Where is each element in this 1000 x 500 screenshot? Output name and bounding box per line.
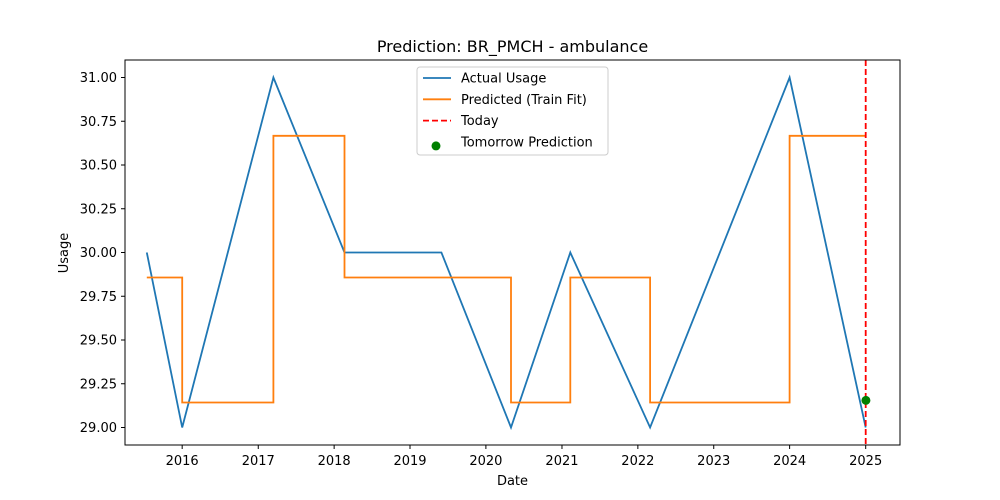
x-tick-label: 2017 (242, 454, 275, 469)
y-axis: 29.00 29.25 29.50 29.75 30.00 30.25 30.50 30.75… (80, 71, 125, 436)
legend-label: Predicted (Train Fit) (461, 93, 587, 108)
chart-title: Prediction: BR_PMCH - ambulance (377, 37, 648, 57)
y-tick-label: 30.75 (80, 115, 117, 130)
predicted-train-fit-line (146, 134, 866, 404)
y-tick-label: 30.25 (80, 202, 117, 217)
x-tick-label: 2019 (393, 454, 426, 469)
legend-marker (431, 141, 441, 151)
y-tick-label: 29.25 (80, 377, 117, 392)
legend-label: Tomorrow Prediction (460, 135, 593, 150)
x-tick-label: 2016 (166, 454, 199, 469)
legend-label: Today (460, 114, 499, 129)
legend-box (416, 66, 609, 156)
x-tick-label: 2022 (621, 454, 654, 469)
legend: Actual Usage Predicted (Train Fit) Today To… (416, 66, 609, 156)
y-tick-label: 30.00 (80, 246, 117, 261)
x-tick-label: 2020 (469, 454, 502, 469)
x-axis-label: Date (497, 474, 528, 489)
y-tick-label: 29.50 (80, 334, 117, 349)
y-tick-label: 29.75 (80, 290, 117, 305)
x-tick-label: 2021 (545, 454, 578, 469)
x-tick-label: 2024 (773, 454, 806, 469)
y-axis-label: Usage (57, 233, 72, 274)
x-tick-label: 2025 (849, 454, 882, 469)
tomorrow-prediction-point (861, 395, 871, 405)
y-tick-label: 29.00 (80, 421, 117, 436)
x-axis: 2016 2017 2018 2019 2020 2021 2022 2023 2024 2025 (166, 445, 882, 469)
y-tick-label: 30.50 (80, 159, 117, 174)
y-tick-label: 31.00 (80, 71, 117, 86)
x-tick-label: 2018 (318, 454, 351, 469)
legend-label: Actual Usage (461, 72, 546, 87)
x-tick-label: 2023 (697, 454, 730, 469)
actual-usage-line (145, 74, 867, 431)
